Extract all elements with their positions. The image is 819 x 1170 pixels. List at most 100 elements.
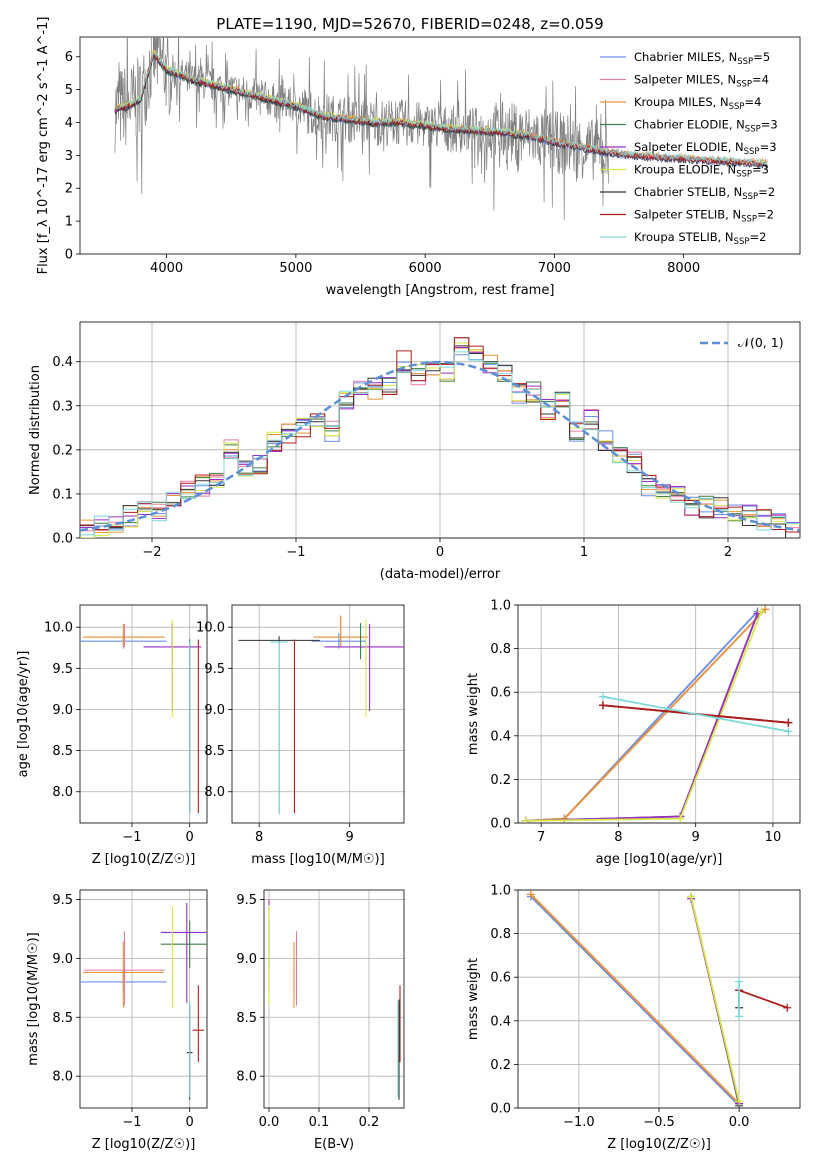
mass-vs-ebv-xtick-label: 0.2 bbox=[359, 1115, 380, 1130]
massweight-vs-z-ytick-label: 1.0 bbox=[490, 884, 511, 899]
spectrum-ytick-label: 2 bbox=[65, 182, 73, 197]
age-vs-mass-axes: 8 9 8.0 8.5 9.0 9.5 10.0 bbox=[196, 604, 405, 845]
mass-vs-ebv-xlabel: E(B-V) bbox=[314, 1137, 354, 1152]
mass-vs-z-grid bbox=[80, 890, 207, 1108]
spectrum-xtick-label: 8000 bbox=[667, 261, 700, 276]
mass-vs-ebv-points bbox=[268, 899, 401, 1100]
chart-title: PLATE=1190, MJD=52670, FIBERID=0248, z=0… bbox=[216, 15, 603, 33]
hist-kroupa-stelib bbox=[80, 351, 800, 536]
residual-hist bbox=[80, 337, 800, 538]
mass-vs-z-points bbox=[80, 902, 207, 1100]
mass-vs-ebv-grid bbox=[264, 890, 404, 1108]
residuals-xtick-label: −2 bbox=[142, 545, 161, 560]
age-vs-mass-ytick-label: 10.0 bbox=[196, 621, 225, 636]
age-vs-z-xlabel: Z [log10(Z/Z☉)] bbox=[92, 852, 196, 867]
massweight-vs-age-xtick-label: 8 bbox=[614, 830, 622, 845]
massweight-vs-z-ytick-label: 0.6 bbox=[490, 971, 511, 986]
massweight-vs-age-ytick-label: 0.4 bbox=[490, 729, 511, 744]
spectrum-axes: 4000 5000 6000 7000 8000 0 1 2 3 4 5 6 bbox=[65, 36, 801, 276]
residuals-xtick-label: 1 bbox=[580, 545, 588, 560]
spectrum-ytick-label: 0 bbox=[65, 248, 73, 263]
age-vs-mass-ytick-label: 9.5 bbox=[204, 662, 225, 677]
age-vs-mass-frame bbox=[231, 604, 405, 824]
massweight-vs-z-axes: −1.0 −0.5 0.0 0.0 0.2 0.4 0.6 0.8 1.0 bbox=[490, 884, 801, 1130]
legend-label: Chabrier STELIB, NSSP=2 bbox=[634, 185, 775, 202]
residuals-grid bbox=[80, 322, 800, 539]
age-vs-z-points bbox=[80, 619, 202, 814]
spectrum-ytick-label: 6 bbox=[65, 50, 73, 65]
mass-vs-z-ytick-label: 8.5 bbox=[52, 1011, 73, 1026]
series-marker bbox=[526, 890, 535, 899]
age-vs-z-ytick-label: 9.5 bbox=[52, 662, 73, 677]
mass-vs-z-ytick-label: 9.5 bbox=[52, 893, 73, 908]
series-marker bbox=[676, 814, 685, 823]
series-kroupa-miles bbox=[530, 893, 740, 1105]
mass-vs-ebv-ytick-label: 9.0 bbox=[236, 952, 257, 967]
series-chabrier-miles bbox=[530, 895, 740, 1107]
massweight-vs-z-grid bbox=[518, 889, 800, 1109]
massweight-vs-z-xlabel: Z [log10(Z/Z☉)] bbox=[607, 1137, 711, 1152]
residuals-ytick-label: 0.4 bbox=[52, 355, 73, 370]
massweight-vs-z-ytick-label: 0.0 bbox=[490, 1102, 511, 1117]
hist-kroupa-elodie bbox=[80, 342, 800, 538]
massweight-vs-z-ylabel: mass weight bbox=[466, 958, 481, 1040]
mass-vs-ebv-axes: 0.0 0.1 0.2 8.0 8.5 9.0 9.5 bbox=[236, 889, 405, 1130]
series-marker bbox=[598, 692, 607, 701]
age-vs-mass-ytick-label: 9.0 bbox=[204, 703, 225, 718]
age-vs-z-ytick-label: 10.0 bbox=[44, 621, 73, 636]
age-vs-z-ytick-label: 8.0 bbox=[52, 785, 73, 800]
residuals-ytick-label: 0.0 bbox=[52, 532, 73, 547]
age-vs-z-grid bbox=[80, 605, 207, 823]
age-vs-mass-ytick-label: 8.5 bbox=[204, 744, 225, 759]
series-marker bbox=[560, 814, 569, 823]
age-vs-mass-xtick-label: 9 bbox=[346, 830, 354, 845]
massweight-vs-z-xtick-label: −1.0 bbox=[563, 1115, 595, 1130]
residuals-ytick-label: 0.1 bbox=[52, 487, 73, 502]
residuals-axes: −2 −1 0 1 2 0.0 0.1 0.2 0.3 0.4 bbox=[52, 321, 801, 560]
series-marker bbox=[598, 701, 607, 710]
residuals-ytick-label: 0.2 bbox=[52, 443, 73, 458]
residual-xlabel: (data-model)/error bbox=[380, 567, 501, 582]
mass-vs-ebv-xtick-label: 0.1 bbox=[309, 1115, 330, 1130]
series-kroupa-elodie bbox=[690, 896, 740, 1102]
age-vs-z-xtick-label: −1 bbox=[122, 830, 141, 845]
series-marker bbox=[757, 607, 766, 616]
massweight-vs-z-ytick-label: 0.4 bbox=[490, 1014, 511, 1029]
legend-label: Salpeter ELODIE, NSSP=3 bbox=[634, 140, 777, 157]
residual-legend: 𝒩(0, 1) bbox=[700, 335, 784, 350]
mass-vs-ebv-ytick-label: 8.0 bbox=[236, 1070, 257, 1085]
massweight-vs-z-xtick-label: −0.5 bbox=[643, 1115, 675, 1130]
massweight-vs-z-ytick-label: 0.2 bbox=[490, 1058, 511, 1073]
spectrum-lines bbox=[114, 37, 768, 220]
spectrum-ytick-label: 5 bbox=[65, 83, 73, 98]
series-kroupa-stelib bbox=[602, 695, 789, 733]
mass-vs-z-xtick-label: 0 bbox=[186, 1115, 194, 1130]
mass-vs-ebv-ytick-label: 9.5 bbox=[236, 893, 257, 908]
series-marker bbox=[783, 1003, 792, 1012]
model-kroupa-stelib bbox=[114, 52, 768, 167]
legend-label: Kroupa MILES, NSSP=4 bbox=[634, 95, 761, 112]
age-vs-z-frame bbox=[79, 604, 208, 824]
age-vs-z-ylabel: age [log10(age/yr)] bbox=[16, 651, 31, 778]
massweight-vs-age-ytick-label: 0.2 bbox=[490, 773, 511, 788]
spectrum-xtick-label: 7000 bbox=[538, 261, 571, 276]
mass-vs-z-ylabel: mass [log10(M/M☉)] bbox=[26, 932, 41, 1065]
massweight-vs-z-xtick-label: 0.0 bbox=[729, 1115, 750, 1130]
massweight-vs-age-ytick-label: 0.6 bbox=[490, 686, 511, 701]
massweight-vs-age-ytick-label: 0.8 bbox=[490, 642, 511, 657]
massweight-vs-age-xtick-label: 10 bbox=[765, 830, 782, 845]
residuals-xtick-label: 0 bbox=[436, 545, 444, 560]
massweight-vs-age-xtick-label: 9 bbox=[692, 830, 700, 845]
legend-label: Chabrier ELODIE, NSSP=3 bbox=[634, 118, 778, 135]
spectrum-ytick-label: 1 bbox=[65, 215, 73, 230]
legend-label: Kroupa ELODIE, NSSP=3 bbox=[634, 163, 769, 180]
spectrum-xlabel: wavelength [Angstrom, rest frame] bbox=[326, 283, 555, 298]
series-marker bbox=[687, 892, 696, 901]
normal-curve bbox=[80, 360, 800, 532]
residual-ylabel: Normed distribution bbox=[28, 365, 43, 495]
age-vs-z-ytick-label: 8.5 bbox=[52, 744, 73, 759]
legend-label: Chabrier MILES, NSSP=5 bbox=[634, 50, 770, 67]
mass-vs-z-frame bbox=[79, 889, 208, 1109]
age-vs-mass-xlabel: mass [log10(M/M☉)] bbox=[251, 852, 384, 867]
